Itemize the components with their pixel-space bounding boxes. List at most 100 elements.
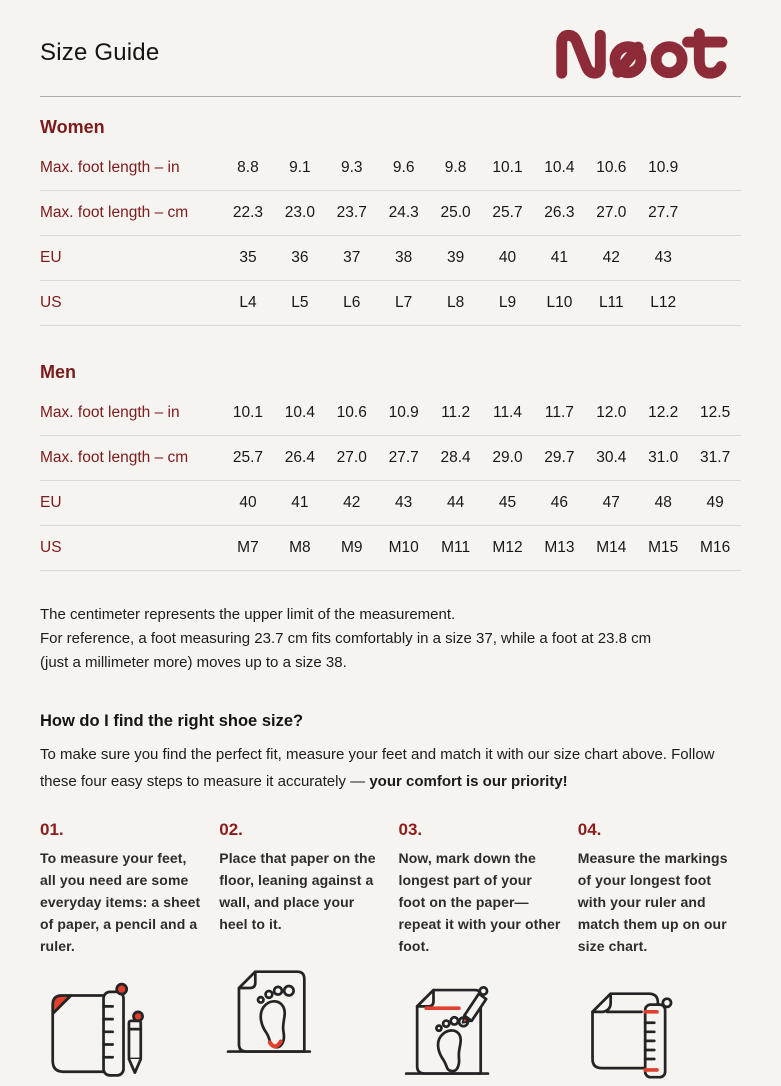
size-value: 41 <box>291 494 309 511</box>
size-value: 27.7 <box>388 449 419 466</box>
step-4-number: 04. <box>577 820 602 839</box>
size-value: M7 <box>237 539 259 556</box>
size-value: 25.0 <box>440 204 471 221</box>
size-value: L7 <box>395 294 413 311</box>
size-value: 35 <box>239 249 257 266</box>
size-value: 12.0 <box>596 404 627 421</box>
size-value: 9.3 <box>340 159 363 176</box>
header: Size Guide <box>40 0 741 97</box>
size-value: 48 <box>654 494 672 511</box>
step-4-text: Measure the markings of your longest foo… <box>577 850 728 954</box>
size-value: 27.0 <box>336 449 367 466</box>
size-value: L9 <box>498 294 517 311</box>
ruler-measure-paper-icon <box>578 979 741 1081</box>
size-value: M12 <box>492 539 523 556</box>
size-table-row: US L4 L5 L6 L7 L8 L9 L10 L11 L12 <box>40 281 741 326</box>
size-value: 43 <box>395 494 413 511</box>
size-value: 11.2 <box>441 404 471 421</box>
paper-ruler-pencil-icon <box>40 979 203 1081</box>
page-title: Size Guide <box>40 39 160 66</box>
size-value: 28.4 <box>440 449 471 466</box>
size-value: 24.3 <box>388 204 419 221</box>
women-size-table: Max. foot length – in 8.8 9.1 9.3 9.6 9.8 10.1… <box>40 146 741 326</box>
size-value: 37 <box>343 249 361 266</box>
size-value: 23.0 <box>284 204 315 221</box>
size-value: 10.4 <box>284 404 315 421</box>
naot-logo-icon <box>541 27 741 79</box>
size-value: 43 <box>654 249 672 266</box>
size-table-row: US M7 M8 M9 M10 M11 M12 M13 M14 M15 M16 <box>40 526 741 571</box>
size-value: L6 <box>343 294 361 311</box>
size-value: 44 <box>446 494 465 511</box>
step-1: 01. To measure your feet, all you need a… <box>40 819 203 1081</box>
size-value: 38 <box>395 249 413 266</box>
size-value: 39 <box>446 249 465 266</box>
size-value: 8.8 <box>237 159 259 176</box>
measurement-note: The centimeter represents the upper limi… <box>40 606 652 671</box>
size-value: 12.5 <box>700 404 731 421</box>
mark-foot-with-pencil-icon <box>399 979 562 1081</box>
row-label: Max. foot length – in <box>40 159 180 176</box>
size-value: 26.4 <box>284 449 315 466</box>
howto-intro: To make sure you find the perfect fit, m… <box>40 741 720 795</box>
size-value: 45 <box>498 494 517 511</box>
size-table-row: Max. foot length – cm 22.3 23.0 23.7 24.3 25.… <box>40 191 741 236</box>
size-value: 9.6 <box>392 159 415 176</box>
size-value: 27.0 <box>596 204 627 221</box>
howto-intro-text: To make sure you find the perfect fit, m… <box>40 746 715 790</box>
size-value: 46 <box>550 494 569 511</box>
size-value: 31.0 <box>648 449 679 466</box>
howto-heading: How do I find the right shoe size? <box>40 712 304 730</box>
size-value: 36 <box>291 249 309 266</box>
size-value: 12.2 <box>648 404 679 421</box>
size-value: M16 <box>700 539 731 556</box>
step-1-number: 01. <box>40 820 64 839</box>
step-2: 02. Place that paper on the floor, leani… <box>219 819 382 1081</box>
size-value: M13 <box>544 539 575 556</box>
size-value: M8 <box>289 539 311 556</box>
size-table-row: Max. foot length – in 10.1 10.4 10.6 10.9 11.… <box>40 391 741 436</box>
size-value: L4 <box>239 294 257 311</box>
size-value: 23.7 <box>336 204 367 221</box>
size-table-row: EU 35 36 37 38 39 40 41 42 43 <box>40 236 741 281</box>
size-value: 10.1 <box>492 159 523 176</box>
size-value: M11 <box>441 539 471 556</box>
size-value: 11.7 <box>544 404 574 421</box>
size-value: 25.7 <box>232 449 264 466</box>
row-label: EU <box>40 494 62 511</box>
size-value: 42 <box>343 494 361 511</box>
men-section-heading: Men <box>40 362 76 382</box>
size-value: 47 <box>602 494 620 511</box>
size-value: 49 <box>706 494 724 511</box>
size-value: 10.6 <box>336 404 367 421</box>
size-value: L12 <box>650 294 677 311</box>
size-value: L11 <box>598 294 624 311</box>
howto-intro-bold: your comfort is our priority! <box>369 773 568 790</box>
size-value: L8 <box>446 294 465 311</box>
size-value: M15 <box>648 539 679 556</box>
step-1-text: To measure your feet, all you need are s… <box>40 850 201 954</box>
footprint-on-paper-icon <box>219 957 382 1059</box>
size-table-row: EU 40 41 42 43 44 45 46 47 48 49 <box>40 481 741 526</box>
size-value: 25.7 <box>492 204 523 221</box>
row-label: Max. foot length – in <box>40 404 180 421</box>
size-value: 41 <box>550 249 569 266</box>
size-value: 42 <box>602 249 620 266</box>
size-value: M9 <box>340 539 363 556</box>
size-value: 27.7 <box>648 204 679 221</box>
size-value: 31.7 <box>700 449 731 466</box>
size-value: 10.6 <box>596 159 627 176</box>
step-2-text: Place that paper on the floor, leaning a… <box>219 850 376 932</box>
step-3-number: 03. <box>398 820 423 839</box>
step-4: 04. Measure the markings of your longest… <box>578 819 741 1081</box>
step-3-text: Now, mark down the longest part of your … <box>398 850 561 954</box>
size-value: L5 <box>291 294 309 311</box>
size-value: 40 <box>498 249 517 266</box>
size-table-row: Max. foot length – in 8.8 9.1 9.3 9.6 9.8 10.1… <box>40 146 741 191</box>
size-value: 11.4 <box>492 404 522 421</box>
size-value: 30.4 <box>596 449 627 466</box>
size-value: 10.4 <box>544 159 575 176</box>
women-section-heading: Women <box>40 117 105 137</box>
row-label: US <box>40 294 62 311</box>
